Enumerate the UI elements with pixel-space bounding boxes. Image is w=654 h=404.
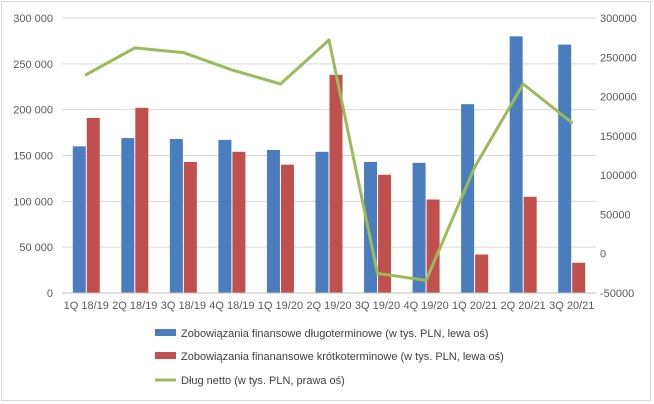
net-debt-line <box>84 38 574 282</box>
right-axis-tick-label: 50000 <box>600 209 631 221</box>
bar-short-term <box>135 107 149 293</box>
x-axis-tick-label: 1Q 19/20 <box>258 300 303 312</box>
bar-short-term <box>232 151 246 293</box>
bar-long-term <box>169 139 183 293</box>
bars <box>72 36 586 294</box>
left-axis-tick-label: 150 000 <box>13 151 53 163</box>
bar-long-term <box>266 150 280 293</box>
left-axis: 0 50 000 100 000 150 000 200 000 250 000 300 0… <box>13 13 53 300</box>
bar-short-term <box>475 254 489 293</box>
x-axis-tick-label: 2Q 19/20 <box>306 300 351 312</box>
right-axis-tick-label: 250000 <box>600 52 637 64</box>
x-axis-tick-label: 1Q 20/21 <box>452 300 497 312</box>
left-axis-tick-label: 200 000 <box>13 105 53 117</box>
legend: Zobowiązania finansowe długoterminowe (w… <box>155 328 504 387</box>
x-axis-tick-label: 3Q 19/20 <box>355 300 400 312</box>
x-axis-tick-label: 3Q 20/21 <box>549 300 594 312</box>
bar-short-term <box>183 161 197 293</box>
bar-long-term <box>461 104 475 294</box>
legend-swatch <box>155 329 176 336</box>
bar-long-term <box>72 146 86 293</box>
left-axis-tick-label: 300 000 <box>13 13 53 25</box>
right-axis-tick-label: 300000 <box>600 13 637 25</box>
bar-short-term <box>426 199 440 293</box>
legend-label: Dług netto (w tys. PLN, prawa oś) <box>181 375 345 387</box>
right-axis-tick-label: 150000 <box>600 131 637 143</box>
x-axis-tick-label: 4Q 19/20 <box>403 300 448 312</box>
bar-long-term <box>412 162 426 293</box>
bar-long-term <box>218 139 232 293</box>
gridlines <box>62 17 596 248</box>
right-axis-tick-label: 0 <box>600 249 606 261</box>
x-axis-tick-label: 4Q 18/19 <box>209 300 254 312</box>
legend-label: Zobowiązania finanansowe krótkoterminowe… <box>181 351 504 363</box>
bar-short-term <box>572 262 586 293</box>
left-axis-tick-label: 50 000 <box>19 242 53 254</box>
bar-long-term <box>558 44 572 294</box>
bar-long-term <box>509 36 523 293</box>
x-axis-tick-label: 2Q 20/21 <box>501 300 546 312</box>
bar-short-term <box>523 196 537 293</box>
net-debt-line-layer <box>84 38 574 282</box>
left-axis-tick-label: 250 000 <box>13 59 53 71</box>
legend-swatch <box>155 352 176 359</box>
bar-short-term <box>378 174 392 293</box>
bar-long-term <box>121 138 135 293</box>
x-axis-tick-label: 1Q 18/19 <box>64 300 109 312</box>
right-axis-tick-label: 200000 <box>600 92 637 104</box>
left-axis-tick-label: 0 <box>47 288 53 300</box>
right-axis: -50000 0 50000 100000 150000 200000 250000 3000… <box>600 13 637 300</box>
x-axis-tick-label: 2Q 18/19 <box>112 300 157 312</box>
x-axis-tick-label: 3Q 18/19 <box>161 300 206 312</box>
legend-label: Zobowiązania finansowe długoterminowe (w… <box>181 328 489 340</box>
bar-short-term <box>86 117 100 294</box>
bar-long-term <box>364 161 378 293</box>
left-axis-tick-label: 100 000 <box>13 196 53 208</box>
bar-short-term <box>280 164 294 293</box>
right-axis-tick-label: 100000 <box>600 170 637 182</box>
bar-long-term <box>315 151 329 293</box>
right-axis-tick-label: -50000 <box>600 288 634 300</box>
bar-short-term <box>329 74 343 293</box>
x-axis: 1Q 18/19 2Q 18/19 3Q 18/19 4Q 18/19 1Q 19/20… <box>62 292 596 312</box>
